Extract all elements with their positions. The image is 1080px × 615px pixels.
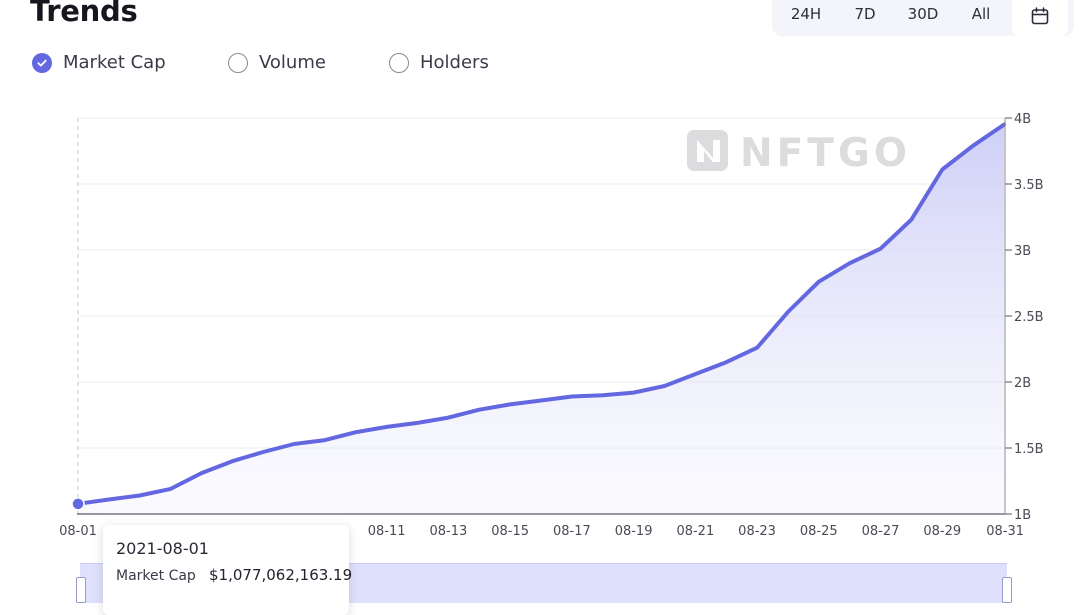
radio-icon: [228, 52, 248, 73]
y-tick-label: 3.5B: [1014, 178, 1044, 193]
data-point: [816, 279, 822, 285]
data-point: [137, 493, 143, 499]
range-24h-button[interactable]: 24H: [790, 5, 822, 23]
x-tick-label: 08-19: [615, 524, 653, 539]
page-title: Trends: [30, 0, 138, 28]
data-point: [661, 383, 667, 389]
radio-icon: [389, 52, 409, 73]
y-tick-label: 4B: [1014, 112, 1031, 127]
x-tick-label: 08-11: [368, 524, 406, 539]
x-tick-label: 08-25: [800, 524, 838, 539]
data-point: [569, 394, 575, 400]
watermark-text: NFTGO: [740, 131, 911, 176]
chart-tooltip: 2021-08-01 Market Cap $1,077,062,163.19: [103, 525, 353, 615]
nftgo-watermark: NFTGO: [687, 130, 911, 176]
data-points: [71, 122, 1007, 511]
data-point: [878, 246, 884, 252]
data-point: [507, 401, 513, 407]
data-point: [970, 143, 976, 149]
x-tick-label: 08-13: [430, 524, 468, 539]
tooltip-value: $1,077,062,163.19: [209, 566, 353, 584]
y-tick-label: 1B: [1014, 508, 1031, 523]
data-point: [384, 424, 390, 430]
data-point: [198, 470, 204, 476]
data-point: [353, 429, 359, 435]
market-cap-chart: NFTGO 08-01 08-11 08-13 08-15 08-17 08-19 08-2…: [59, 112, 1044, 539]
data-point: [168, 486, 174, 492]
data-point: [415, 420, 421, 426]
metric-label-market-cap: Market Cap: [63, 52, 166, 73]
range-30d-button[interactable]: 30D: [907, 5, 939, 23]
data-point: [445, 415, 451, 421]
data-point: [291, 441, 297, 447]
tooltip-date: 2021-08-01: [116, 539, 209, 558]
x-tick-label: 08-31: [986, 524, 1024, 539]
data-point: [754, 345, 760, 351]
range-slider-right-handle[interactable]: [1002, 577, 1012, 603]
market-cap-line: [76, 122, 1006, 506]
x-tick-label: 08-17: [553, 524, 591, 539]
tooltip-label: Market Cap: [116, 568, 196, 584]
nftgo-logo-icon: [687, 130, 728, 171]
data-point: [692, 371, 698, 377]
data-point: [1001, 122, 1007, 128]
x-tick-label: 08-29: [923, 524, 961, 539]
data-point: [785, 309, 791, 315]
metric-option-volume[interactable]: Volume: [228, 52, 326, 73]
data-point: [538, 397, 544, 403]
x-tick-label: 08-21: [676, 524, 714, 539]
x-tick-label: 08-01: [59, 524, 97, 539]
data-point: [476, 407, 482, 413]
data-point: [631, 390, 637, 396]
metric-option-holders[interactable]: Holders: [389, 52, 489, 73]
data-point: [229, 458, 235, 464]
data-point: [908, 217, 914, 223]
checked-radio-icon: [32, 52, 52, 73]
y-tick-label: 2B: [1014, 376, 1031, 391]
time-range-selector: 24H 7D 30D All: [772, 0, 1074, 36]
data-point: [600, 392, 606, 398]
data-point: [939, 166, 945, 172]
data-point: [322, 437, 328, 443]
x-tick-label: 08-27: [862, 524, 900, 539]
metric-option-market-cap[interactable]: Market Cap: [32, 52, 166, 73]
y-tick-label: 2.5B: [1014, 310, 1044, 325]
highlighted-data-point: [71, 497, 85, 511]
range-slider-left-handle[interactable]: [76, 577, 86, 603]
data-point: [847, 260, 853, 266]
x-axis-ticks: 08-01 08-11 08-13 08-15 08-17 08-19 08-21 08-23…: [59, 524, 1024, 539]
y-tick-label: 1.5B: [1014, 442, 1044, 457]
market-cap-area: [78, 124, 1004, 514]
calendar-button[interactable]: [1012, 0, 1068, 36]
range-all-button[interactable]: All: [971, 5, 991, 23]
data-point: [723, 359, 729, 365]
data-point: [106, 496, 112, 502]
metric-label-volume: Volume: [259, 52, 326, 73]
range-7d-button[interactable]: 7D: [854, 5, 876, 23]
data-point: [260, 449, 266, 455]
y-tick-label: 3B: [1014, 244, 1031, 259]
metric-label-holders: Holders: [420, 52, 489, 73]
x-tick-label: 08-15: [491, 524, 529, 539]
calendar-icon: [1031, 7, 1049, 25]
y-axis-ticks: 1B 1.5B 2B 2.5B 3B 3.5B 4B: [1004, 112, 1044, 523]
x-tick-label: 08-23: [738, 524, 776, 539]
